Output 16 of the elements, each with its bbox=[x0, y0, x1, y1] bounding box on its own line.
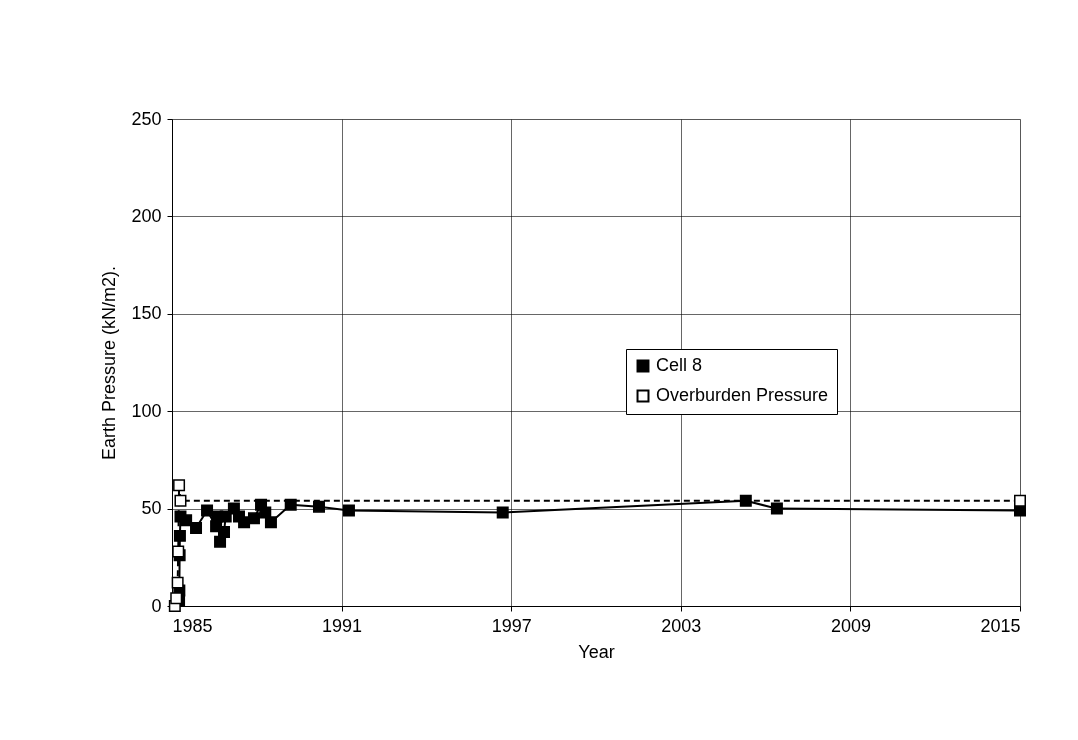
x-tick-label: 1985 bbox=[172, 615, 213, 636]
x-axis-title: Year bbox=[578, 641, 615, 662]
legend-label: Cell 8 bbox=[656, 355, 703, 375]
x-tick-label: 1991 bbox=[322, 615, 363, 636]
x-tick-label: 2009 bbox=[830, 615, 871, 636]
legend-label: Overburden Pressure bbox=[656, 385, 829, 405]
y-tick-label: 150 bbox=[131, 303, 162, 324]
x-tick-label: 2015 bbox=[980, 615, 1021, 636]
y-tick-label: 250 bbox=[131, 108, 162, 129]
y-tick-label: 50 bbox=[141, 498, 162, 519]
y-tick-label: 200 bbox=[131, 205, 162, 226]
y-tick-label: 0 bbox=[151, 595, 162, 616]
x-tick-label: 2003 bbox=[661, 615, 702, 636]
y-axis-title: Earth Pressure (kN/m2). bbox=[99, 265, 120, 461]
y-tick-label: 100 bbox=[131, 400, 162, 421]
x-tick-label: 1997 bbox=[491, 615, 532, 636]
